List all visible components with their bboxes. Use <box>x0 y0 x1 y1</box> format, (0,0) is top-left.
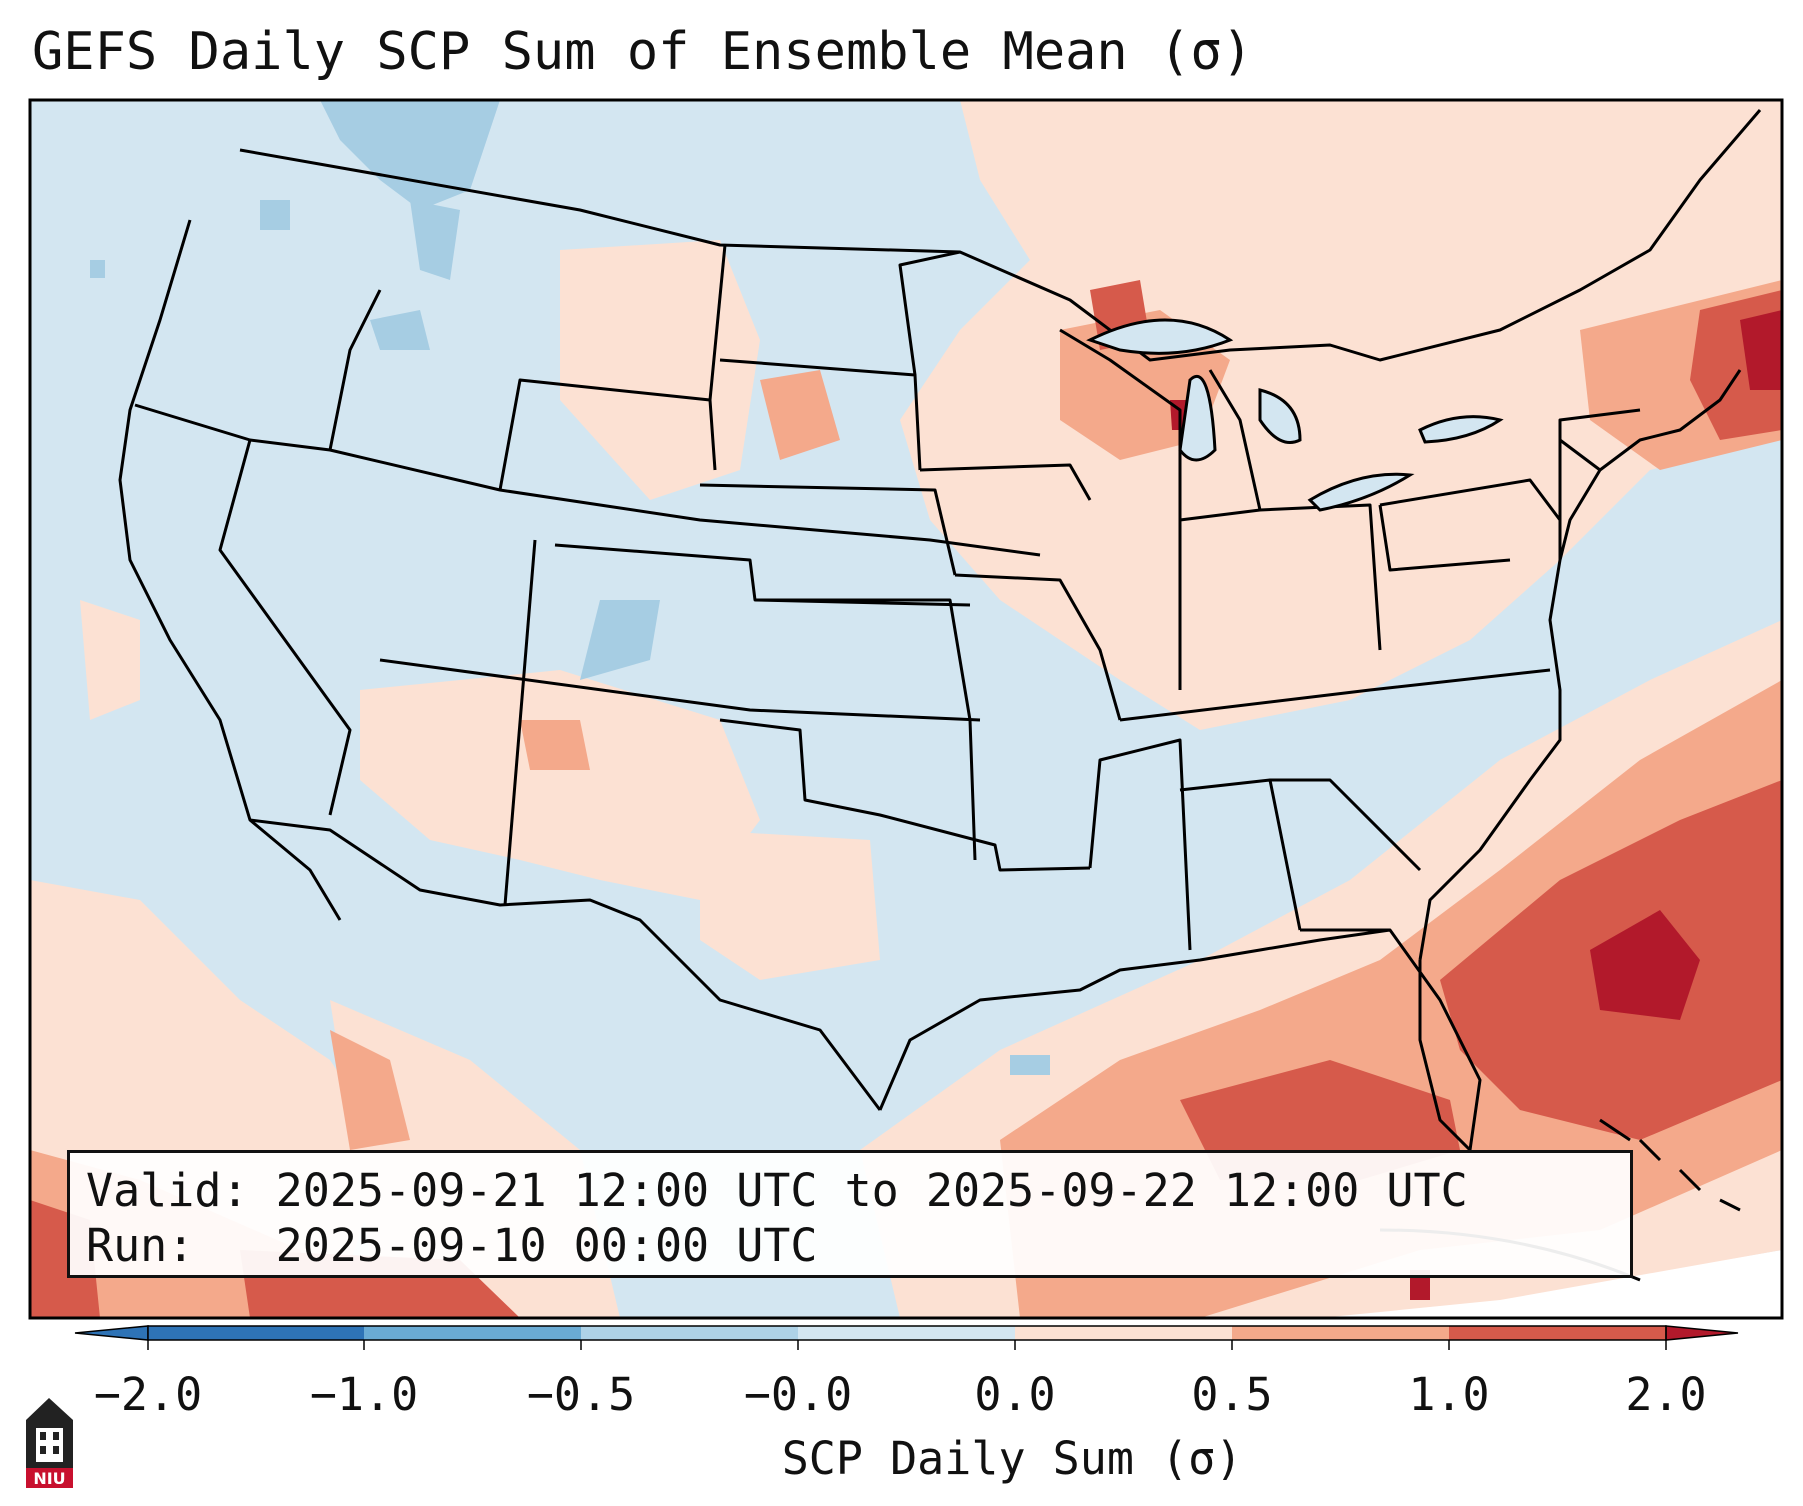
valid-run-info-box: Valid: 2025-09-21 12:00 UTC to 2025-09-2… <box>67 1150 1633 1278</box>
colorbar <box>74 1325 1739 1350</box>
colorbar-label: SCP Daily Sum (σ) <box>781 1432 1243 1485</box>
map-frame <box>28 98 1784 1320</box>
colorbar-tick-label: −1.0 <box>309 1368 419 1421</box>
colorbar-tick-label: 1.0 <box>1408 1368 1490 1421</box>
west-coast <box>118 219 342 921</box>
gulf-coast <box>878 928 1482 1152</box>
colorbar-bin <box>364 1326 581 1340</box>
logo-text: NIU <box>33 1469 66 1488</box>
colorbar-extend-low <box>74 1325 149 1341</box>
colorbar-bin <box>148 1326 364 1340</box>
colorbar-tick-label: 2.0 <box>1625 1368 1707 1421</box>
university-seal-icon <box>26 1398 73 1488</box>
niu-logo: NIU <box>22 1390 77 1490</box>
projection-edge <box>1230 1250 1782 1318</box>
colorbar-bin <box>798 1326 1015 1340</box>
colorbar-extend-high <box>1665 1325 1739 1341</box>
canada-border <box>239 109 1762 362</box>
colorbar-bin <box>581 1326 798 1340</box>
mexico-border <box>249 818 882 1111</box>
colorbar-bin <box>1232 1326 1449 1340</box>
colorbar-tick-label: 0.5 <box>1191 1368 1273 1421</box>
colorbar-tick-label: −2.0 <box>93 1368 203 1421</box>
colorbar-bin <box>1015 1326 1232 1340</box>
chart-title: GEFS Daily SCP Sum of Ensemble Mean (σ) <box>32 22 1253 82</box>
colorbar-tick-label: −0.0 <box>743 1368 853 1421</box>
run-time-text: Run: 2025-09-10 00:00 UTC <box>86 1219 818 1272</box>
anomaly-field-negative <box>90 100 1050 1075</box>
colorbar-tick-label: −0.5 <box>526 1368 636 1421</box>
colorbar-tick-label: 0.0 <box>974 1368 1056 1421</box>
colorbar-bin <box>1449 1326 1666 1340</box>
state-borders <box>118 109 1762 1152</box>
valid-time-text: Valid: 2025-09-21 12:00 UTC to 2025-09-2… <box>86 1164 1468 1217</box>
east-coast <box>1418 369 1742 961</box>
great-lakes <box>1086 318 1504 512</box>
